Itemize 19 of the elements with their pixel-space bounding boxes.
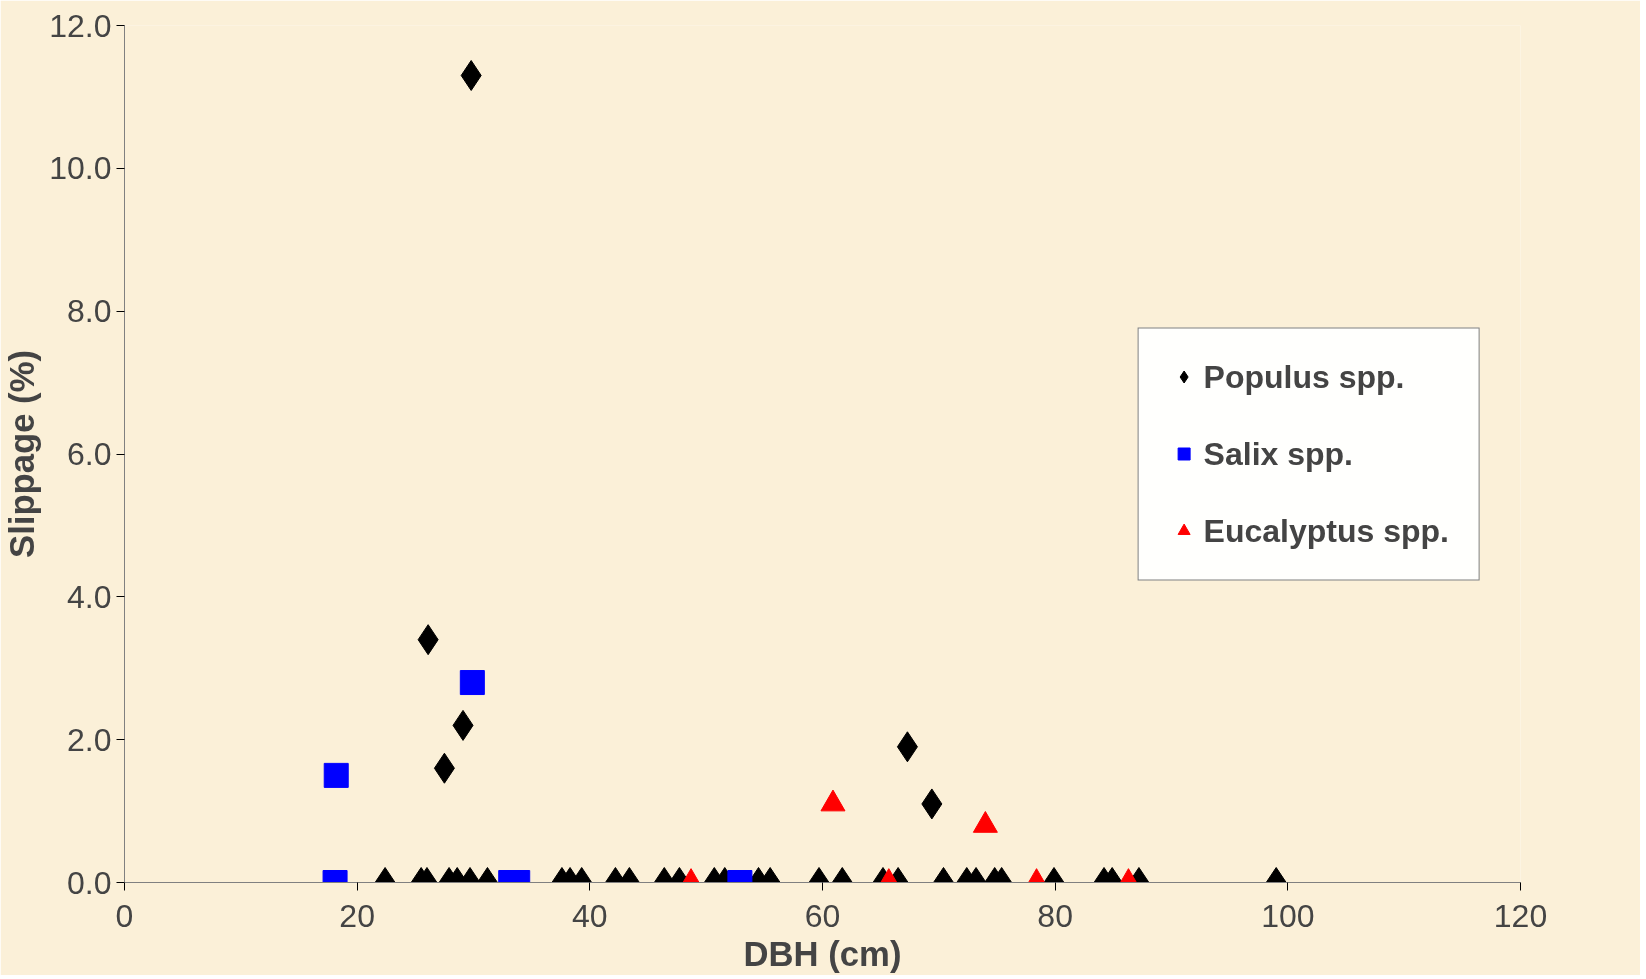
- legend-label: Eucalyptus spp.: [1203, 512, 1449, 549]
- y-tick-label: 4.0: [67, 578, 112, 615]
- y-tick-label: 6.0: [67, 436, 112, 472]
- x-tick-label: 0: [115, 897, 134, 934]
- x-tick-label: 60: [804, 897, 841, 934]
- x-tick-label: 80: [1037, 897, 1073, 934]
- legend-label: Populus spp.: [1203, 358, 1405, 395]
- x-tick-label: 120: [1493, 897, 1548, 934]
- y-tick-label: 2.0: [67, 721, 112, 758]
- y-tick-label: 0.0: [67, 864, 112, 901]
- x-tick-label: 20: [339, 897, 375, 934]
- x-tick-label: 40: [572, 897, 608, 934]
- x-axis-title: DBH (cm): [743, 934, 902, 973]
- y-tick-label: 10.0: [49, 150, 112, 187]
- legend-label: Salix spp.: [1203, 435, 1353, 472]
- y-tick-label: 8.0: [67, 293, 112, 330]
- y-axis-title: Slippage (%): [3, 350, 42, 558]
- x-tick-label: 100: [1261, 897, 1315, 934]
- y-tick-label: 12.0: [49, 7, 112, 44]
